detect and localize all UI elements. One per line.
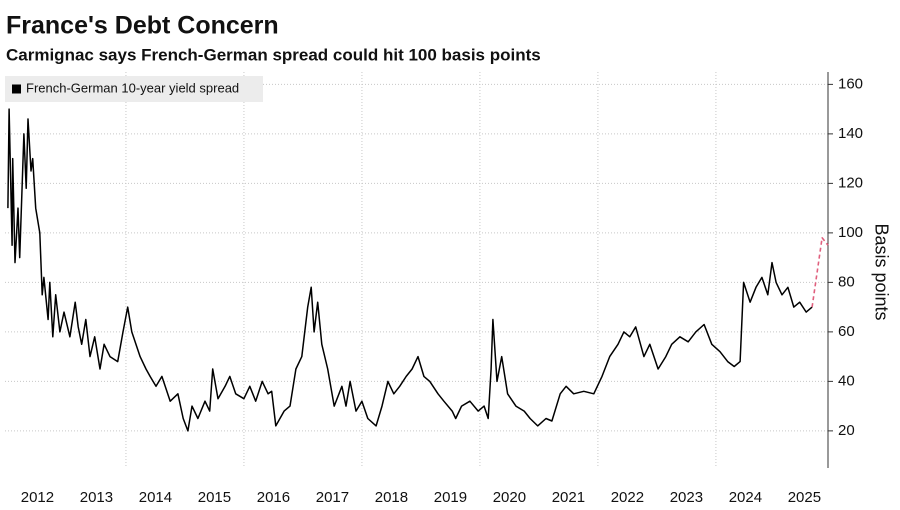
x-tick-label: 2020 [493, 489, 526, 506]
x-tick-label: 2025 [788, 489, 821, 506]
legend-swatch [12, 84, 21, 94]
y-tick-label: 20 [838, 422, 855, 439]
y-tick-label: 160 [838, 75, 863, 92]
legend-box [5, 76, 263, 102]
x-tick-label: 2013 [80, 489, 113, 506]
y-tick-label: 80 [838, 273, 855, 290]
x-tick-label: 2024 [729, 489, 762, 506]
y-tick-label: 140 [838, 125, 863, 142]
data-line [7, 108, 813, 432]
x-tick-label: 2016 [257, 489, 290, 506]
y-tick-label: 60 [838, 323, 855, 340]
y-tick-label: 120 [838, 174, 863, 191]
legend-label: French-German 10-year yield spread [26, 80, 239, 95]
y-tick-label: 100 [838, 224, 863, 241]
x-tick-label: 2023 [670, 489, 703, 506]
x-tick-label: 2022 [611, 489, 644, 506]
data-line [811, 237, 829, 308]
x-tick-label: 2015 [198, 489, 231, 506]
chart-subtitle: Carmignac says French-German spread coul… [6, 45, 541, 64]
y-tick-label: 40 [838, 372, 855, 389]
x-tick-label: 2018 [375, 489, 408, 506]
x-tick-label: 2012 [21, 489, 54, 506]
chart-title: France's Debt Concern [6, 12, 279, 40]
x-tick-label: 2019 [434, 489, 467, 506]
x-tick-label: 2014 [139, 489, 172, 506]
y-axis-label: Basis points [871, 223, 891, 320]
x-tick-label: 2017 [316, 489, 349, 506]
x-tick-label: 2021 [552, 489, 585, 506]
